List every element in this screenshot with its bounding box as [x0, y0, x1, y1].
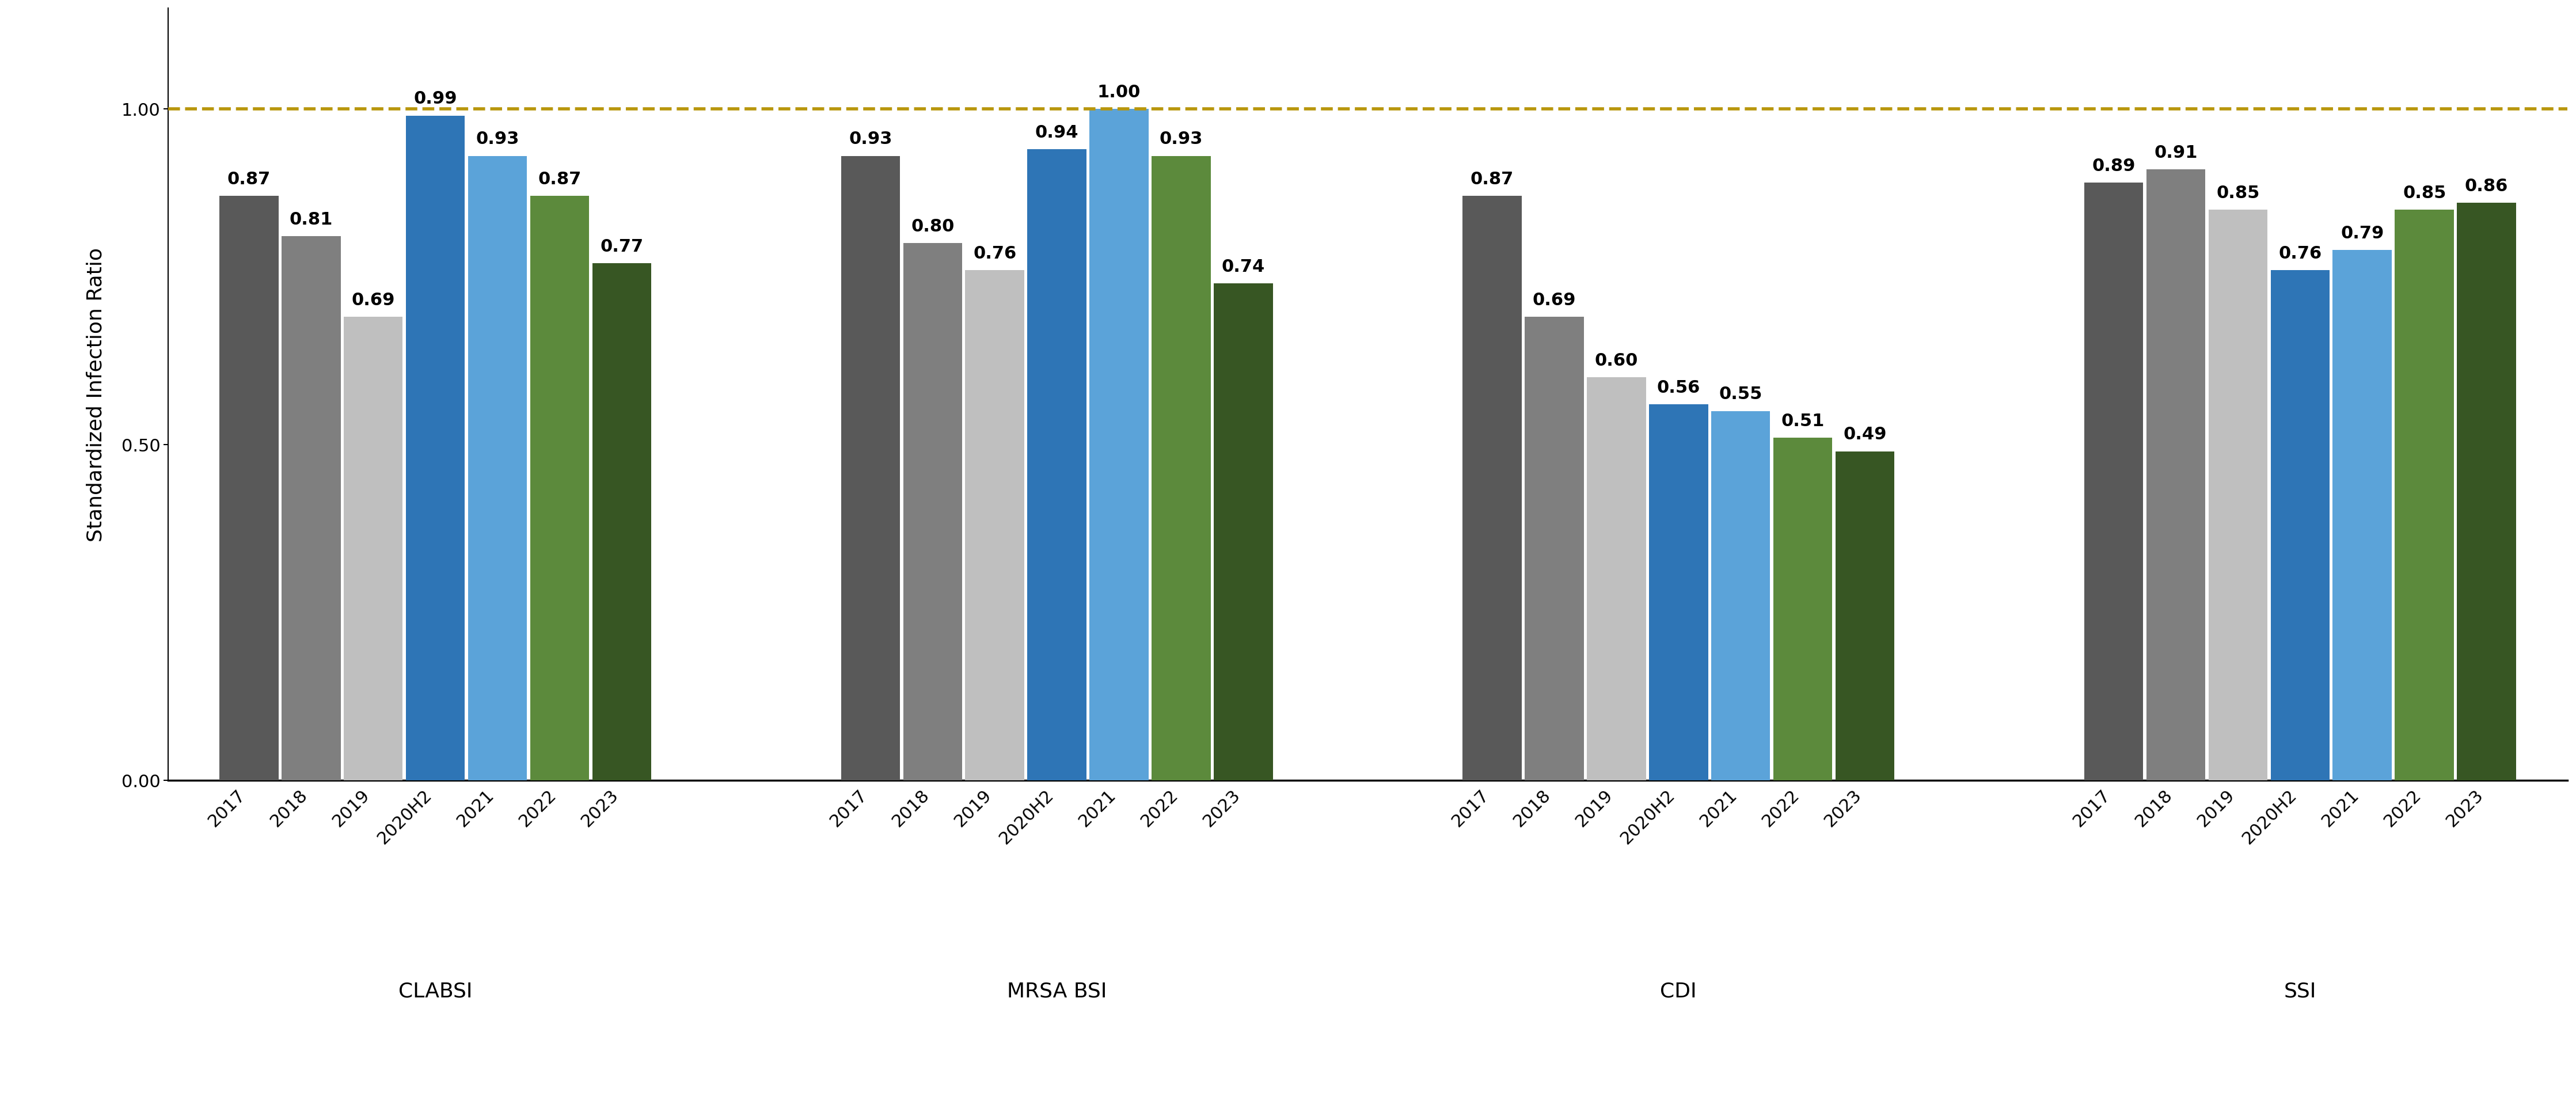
Text: 0.80: 0.80	[912, 219, 953, 235]
Bar	[1151, 156, 1211, 780]
Bar	[1837, 451, 1893, 780]
Y-axis label: Standardized Infection Ratio: Standardized Infection Ratio	[85, 247, 106, 541]
Text: 0.93: 0.93	[477, 131, 520, 148]
Text: 0.49: 0.49	[1844, 426, 1886, 443]
Text: 0.89: 0.89	[2092, 157, 2136, 175]
Text: 0.87: 0.87	[1471, 172, 1515, 188]
Text: 0.77: 0.77	[600, 238, 644, 255]
Bar	[2269, 270, 2329, 780]
Text: 0.79: 0.79	[2342, 225, 2383, 242]
Text: 0.69: 0.69	[1533, 292, 1577, 308]
Bar	[904, 244, 963, 780]
Text: SSI: SSI	[2285, 982, 2316, 1000]
Text: 0.74: 0.74	[1221, 258, 1265, 275]
Bar	[1213, 284, 1273, 780]
Bar	[1463, 197, 1522, 780]
Bar	[1772, 438, 1832, 780]
Text: 0.51: 0.51	[1780, 413, 1824, 430]
Bar	[2334, 250, 2391, 780]
Bar	[2208, 210, 2267, 780]
Bar	[1090, 109, 1149, 780]
Text: 0.99: 0.99	[415, 91, 456, 107]
Text: 0.76: 0.76	[2277, 245, 2321, 261]
Bar	[1649, 404, 1708, 780]
Text: 0.85: 0.85	[2215, 185, 2259, 201]
Text: 0.87: 0.87	[538, 172, 582, 188]
Text: 0.94: 0.94	[1036, 125, 1079, 141]
Text: 0.69: 0.69	[350, 292, 394, 308]
Text: 0.87: 0.87	[227, 172, 270, 188]
Bar	[2084, 184, 2143, 780]
Text: 0.85: 0.85	[2403, 185, 2447, 201]
Text: 0.93: 0.93	[1159, 131, 1203, 148]
Text: CLABSI: CLABSI	[399, 982, 471, 1000]
Bar	[1710, 411, 1770, 780]
Text: MRSA BSI: MRSA BSI	[1007, 982, 1108, 1000]
Bar	[840, 156, 899, 780]
Text: 0.56: 0.56	[1656, 379, 1700, 396]
Text: 0.81: 0.81	[289, 211, 332, 228]
Text: 0.60: 0.60	[1595, 352, 1638, 369]
Text: 0.91: 0.91	[2154, 144, 2197, 161]
Bar	[2146, 169, 2205, 780]
Bar	[1028, 150, 1087, 780]
Text: 0.86: 0.86	[2465, 178, 2509, 195]
Bar	[2396, 210, 2455, 780]
Bar	[281, 237, 340, 780]
Text: 0.76: 0.76	[974, 245, 1018, 261]
Bar	[1587, 378, 1646, 780]
Bar	[219, 197, 278, 780]
Bar	[2458, 203, 2517, 780]
Bar	[469, 156, 528, 780]
Bar	[343, 317, 402, 780]
Bar	[966, 270, 1025, 780]
Bar	[531, 197, 590, 780]
Text: 1.00: 1.00	[1097, 84, 1141, 101]
Text: CDI: CDI	[1659, 982, 1698, 1000]
Bar	[407, 116, 464, 780]
Bar	[1525, 317, 1584, 780]
Text: 0.93: 0.93	[848, 131, 891, 148]
Bar	[592, 263, 652, 780]
Text: 0.55: 0.55	[1718, 386, 1762, 402]
